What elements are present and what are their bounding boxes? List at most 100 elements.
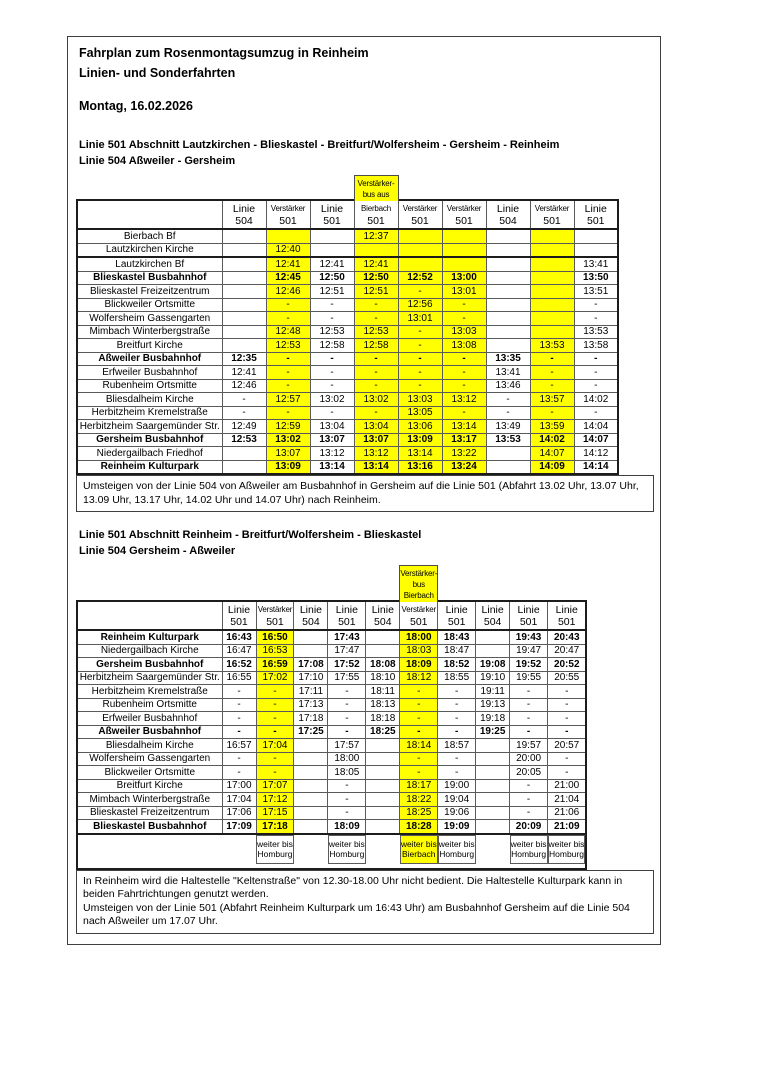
time-cell: 12:53 <box>353 324 399 339</box>
verstaerkerbus-line: Verstärker- <box>357 179 395 188</box>
time-cell: - <box>437 711 477 726</box>
time-cell <box>573 242 619 258</box>
table-row: Blickweiler Ortsmitte - -18:05- -20:05- <box>76 765 587 780</box>
time-cell: - <box>255 765 295 780</box>
time-cell: 19:25 <box>475 724 511 739</box>
time-cell: 13:02 <box>265 432 311 447</box>
time-cell <box>475 778 511 793</box>
header-row: Linie 504 Verstärker 501 Linie 501 Verstärker-… <box>76 175 619 230</box>
time-cell: 18:25 <box>365 724 401 739</box>
time-cell <box>221 284 267 299</box>
time-cell: - <box>509 711 549 726</box>
table-row: Niedergailbach Kirche 16:47 16:53 17:47 18:0… <box>76 643 587 658</box>
time-cell: - <box>265 311 311 326</box>
time-cell: - <box>573 365 619 380</box>
section-title: Linie 504 Aßweiler - Gersheim <box>79 154 236 167</box>
time-cell <box>475 751 511 766</box>
time-cell: - <box>399 711 439 726</box>
time-cell: 16:47 <box>221 643 257 658</box>
weiter-bis-line: Homburg <box>439 849 475 859</box>
continuation-cell: weiter bis Homburg <box>437 833 476 869</box>
time-cell: 17:06 <box>221 805 257 820</box>
time-cell: 17:18 <box>255 819 295 835</box>
time-cell: 12:35 <box>221 351 267 366</box>
time-cell: 18:12 <box>399 670 439 685</box>
time-cell: - <box>353 297 399 312</box>
time-cell: 14:14 <box>573 459 619 475</box>
time-cell: 17:18 <box>293 711 329 726</box>
time-cell <box>529 311 575 326</box>
stop-cell: Reinheim Kulturpark <box>76 459 223 475</box>
time-cell <box>529 284 575 299</box>
time-cell: 20:43 <box>547 629 587 645</box>
time-cell: - <box>573 297 619 312</box>
time-cell: 19:06 <box>437 805 477 820</box>
column-header-line2: 501 <box>367 214 385 227</box>
stop-cell: Blieskastel Freizeitzentrum <box>76 284 223 299</box>
time-cell <box>397 256 443 272</box>
column-header-line2: 504 <box>483 615 502 628</box>
time-cell: - <box>397 365 443 380</box>
note-text: Umsteigen von der Linie 501 (Abfahrt Rei… <box>83 901 630 928</box>
weiter-bis-line: weiter bis <box>438 838 475 849</box>
time-cell: 12:41 <box>353 256 399 272</box>
column-header: Linie 504 <box>365 600 401 631</box>
column-header: Linie 504 <box>293 600 329 631</box>
time-cell <box>309 228 355 244</box>
column-header: Verstärker-bus Bierbach Verstärker 501 <box>399 565 439 631</box>
column-header-line2: 501 <box>410 615 428 628</box>
table-row: Aßweiler Busbahnhof 12:35- - - - -13:35- - <box>76 351 619 366</box>
time-cell <box>475 629 511 645</box>
time-cell <box>475 643 511 658</box>
time-cell: 13:05 <box>397 405 443 420</box>
table-row: Blieskastel Freizeitzentrum 17:06 17:15 - 18… <box>76 805 587 820</box>
stop-cell: Aßweiler Busbahnhof <box>76 724 223 739</box>
time-cell <box>365 751 401 766</box>
column-header-line1: Verstärker <box>402 203 438 213</box>
time-cell <box>293 765 329 780</box>
timetable-sections: Linie 501 Abschnitt Lautzkirchen - Blies… <box>76 138 660 934</box>
table-row: Lautzkirchen Bf 12:41 12:41 12:41 13:41 <box>76 256 619 272</box>
time-cell: - <box>265 365 311 380</box>
time-cell: 17:13 <box>293 697 329 712</box>
time-cell: 13:41 <box>485 365 531 380</box>
time-cell: - <box>309 405 355 420</box>
continuation-cell <box>475 833 510 869</box>
time-cell: - <box>353 405 399 420</box>
time-cell: - <box>509 778 549 793</box>
page-title: Fahrplan zum Rosenmontagsumzug in Reinhe… <box>79 46 369 60</box>
time-cell <box>485 256 531 272</box>
weiter-bis-line: weiter bis <box>257 838 293 849</box>
time-cell: 13:04 <box>353 419 399 434</box>
weiter-bis-line: Homburg <box>549 849 584 859</box>
time-cell: 19:10 <box>475 670 511 685</box>
column-header-line2: 501 <box>279 214 297 227</box>
time-cell: 13:22 <box>441 446 487 461</box>
time-cell: 18:57 <box>437 738 477 753</box>
time-cell <box>265 228 311 244</box>
time-cell: 14:02 <box>529 432 575 447</box>
time-cell: - <box>353 311 399 326</box>
continuation-cell: weiter bis Bierbach <box>399 833 438 869</box>
time-cell: 13:08 <box>441 338 487 353</box>
column-header-line1: Linie <box>371 603 394 616</box>
table-row: Niedergailbach Friedhof 13:07 13:12 13:12 13… <box>76 446 619 461</box>
time-cell: 13:12 <box>309 446 355 461</box>
time-cell: 19:13 <box>475 697 511 712</box>
time-cell: 18:03 <box>399 643 439 658</box>
time-cell <box>529 270 575 285</box>
time-cell <box>475 792 511 807</box>
continuation-cell: weiter bis Homburg <box>547 833 587 869</box>
time-cell <box>365 643 401 658</box>
time-cell <box>221 446 267 461</box>
page-subtitle: Linien- und Sonderfahrten <box>79 66 236 80</box>
time-cell: 18:52 <box>437 657 477 672</box>
table-row: Rubenheim Ortsmitte 12:46- - - - -13:46- - <box>76 378 619 393</box>
time-cell: - <box>327 778 367 793</box>
time-cell <box>529 242 575 258</box>
time-cell: 12:56 <box>397 297 443 312</box>
time-cell <box>485 338 531 353</box>
time-cell: 17:15 <box>255 805 295 820</box>
section-title-block: Linie 501 Abschnitt Reinheim - Breitfurt… <box>79 528 660 559</box>
time-cell: - <box>327 792 367 807</box>
